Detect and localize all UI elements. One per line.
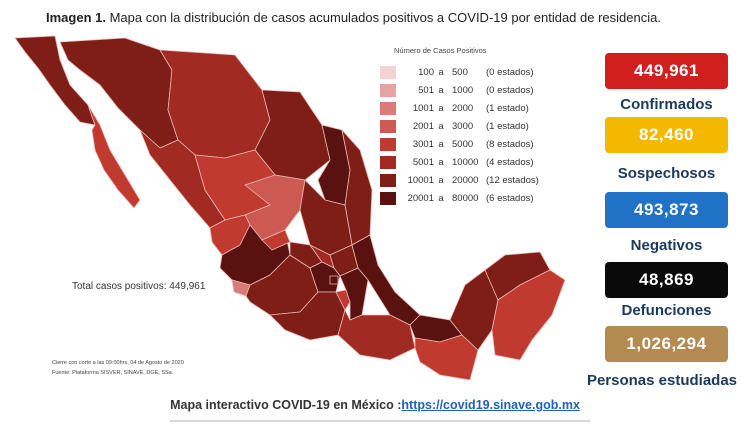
legend-state-count: (1 estado)	[486, 102, 529, 114]
legend-range-high: 20000	[452, 174, 479, 186]
legend-range-sep: a	[438, 120, 444, 132]
state-baja-california	[14, 35, 96, 126]
stat-label: Negativos	[630, 237, 703, 254]
stat-label: Confirmados	[620, 96, 713, 113]
state-oaxaca	[337, 309, 416, 361]
state-cdmx	[329, 275, 339, 285]
legend-swatch	[380, 83, 396, 97]
source-note: Fuente: Plataforma SISVER, SINAVE, DGE, …	[52, 370, 174, 376]
legend-range-high: 10000	[452, 156, 479, 168]
legend-range-high: 500	[452, 66, 468, 78]
figure-caption: Mapa con la distribución de casos acumul…	[109, 10, 661, 25]
mexico-state-map	[14, 35, 566, 381]
legend-row: 2001 a 3000 (1 estado)	[380, 117, 580, 135]
cutoff-note: Cierre con corte a las 09:00hrs, 04 de A…	[52, 358, 184, 378]
footer-link[interactable]: https://covid19.sinave.gob.mx	[401, 398, 580, 412]
map-legend: Número de Casos Positivos 100 a 500 (0 esta…	[380, 46, 580, 207]
legend-swatch	[380, 137, 396, 151]
total-cases-text: Total casos positivos: 449,961	[72, 281, 206, 292]
legend-swatch	[380, 101, 396, 115]
legend-swatch	[380, 191, 396, 205]
legend-range-sep: a	[438, 192, 444, 204]
legend-range-high: 1000	[452, 84, 474, 96]
legend-row: 20001 a 80000 (6 estados)	[380, 189, 580, 207]
legend-row: 1001 a 2000 (1 estado)	[380, 99, 580, 117]
legend-state-count: (1 estado)	[486, 120, 529, 132]
stat-label: Personas estudiadas	[586, 372, 738, 389]
stat-value-box: 1,026,294	[605, 326, 728, 362]
figure-label: Imagen 1.	[46, 10, 106, 25]
legend-swatch	[380, 155, 396, 169]
footer-text: Mapa interactivo COVID-19 en México :	[170, 398, 402, 412]
legend-range-sep: a	[438, 84, 444, 96]
legend-range-low: 20001	[407, 192, 434, 204]
legend-range-sep: a	[438, 156, 444, 168]
legend-range-sep: a	[438, 174, 444, 186]
stat-value-box: 48,869	[605, 262, 728, 298]
legend-range-high: 3000	[452, 120, 474, 132]
figure-title: Imagen 1. Mapa con la distribución de ca…	[46, 10, 746, 25]
state-baja-california-sur	[87, 104, 141, 209]
legend-state-count: (4 estados)	[486, 156, 534, 168]
legend-range-low: 2001	[412, 120, 434, 132]
stat-value-box: 493,873	[605, 192, 728, 228]
footer: Mapa interactivo COVID-19 en México :htt…	[0, 398, 750, 412]
legend-range-sep: a	[438, 102, 444, 114]
legend-rows: 100 a 500 (0 estados) 501 a 1000 (0 estados) 100…	[380, 63, 580, 207]
state-quintana-roo	[491, 269, 566, 361]
legend-range-sep: a	[438, 138, 444, 150]
legend-range-low: 1001	[412, 102, 434, 114]
stat-label: Sospechosos	[617, 165, 716, 182]
legend-row: 100 a 500 (0 estados)	[380, 63, 580, 81]
legend-row: 501 a 1000 (0 estados)	[380, 81, 580, 99]
stat-value-box: 82,460	[605, 117, 728, 153]
legend-swatch	[380, 65, 396, 79]
stat-label: Defunciones	[621, 302, 712, 319]
divider	[170, 420, 590, 422]
cutoff-date: Cierre con corte a las 09:00hrs, 04 de A…	[52, 360, 184, 366]
legend-range-low: 3001	[412, 138, 434, 150]
legend-range-high: 80000	[452, 192, 479, 204]
legend-row: 5001 a 10000 (4 estados)	[380, 153, 580, 171]
legend-state-count: (6 estados)	[486, 192, 534, 204]
legend-state-count: (0 estados)	[486, 66, 534, 78]
legend-title: Número de Casos Positivos	[394, 46, 487, 55]
state-chiapas	[414, 334, 479, 381]
legend-range-high: 5000	[452, 138, 474, 150]
legend-range-sep: a	[438, 66, 444, 78]
legend-state-count: (0 estados)	[486, 84, 534, 96]
legend-range-high: 2000	[452, 102, 474, 114]
legend-range-low: 100	[418, 66, 434, 78]
legend-range-low: 5001	[412, 156, 434, 168]
legend-swatch	[380, 119, 396, 133]
legend-row: 10001 a 20000 (12 estados)	[380, 171, 580, 189]
legend-state-count: (12 estados)	[486, 174, 539, 186]
legend-range-low: 501	[418, 84, 434, 96]
legend-swatch	[380, 173, 396, 187]
legend-state-count: (8 estados)	[486, 138, 534, 150]
legend-row: 3001 a 5000 (8 estados)	[380, 135, 580, 153]
legend-range-low: 10001	[407, 174, 434, 186]
stat-value-box: 449,961	[605, 53, 728, 89]
